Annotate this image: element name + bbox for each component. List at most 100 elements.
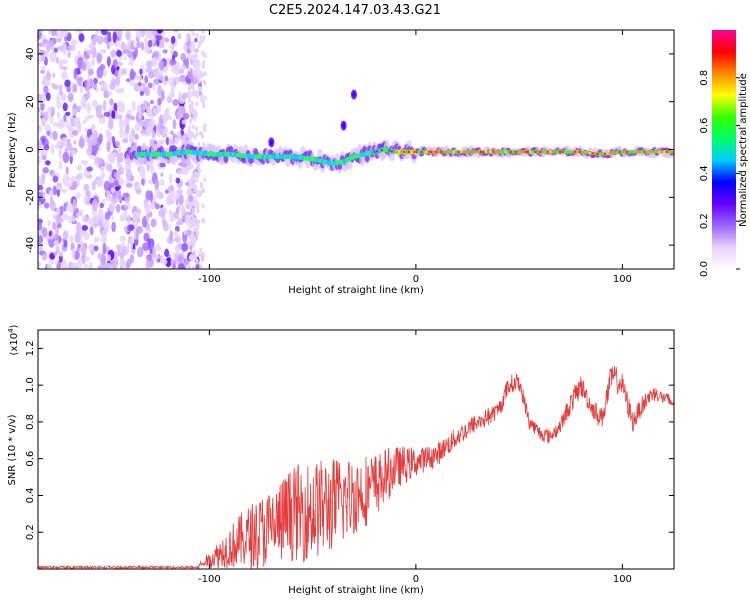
noise-blob: [152, 245, 157, 258]
noise-blob: [164, 189, 169, 194]
noise-blob: [72, 180, 79, 188]
snr-y-ticks: 0.2 0.4 0.6 0.8 1.0 1.2: [25, 340, 674, 540]
noise-blob: [157, 139, 165, 145]
noise-blob: [193, 63, 197, 69]
noise-blob: [200, 183, 204, 189]
noise-blob: [60, 93, 67, 101]
noise-blob: [146, 106, 151, 118]
noise-blob: [148, 202, 156, 210]
noise-blob: [170, 64, 178, 74]
noise-blob: [115, 75, 121, 87]
noise-blob: [195, 131, 199, 137]
noise-blob: [110, 64, 116, 75]
noise-blob: [95, 106, 100, 118]
noise-blob: [175, 177, 181, 184]
noise-blob: [201, 203, 205, 209]
noise-blob: [122, 192, 130, 198]
noise-blob: [162, 220, 168, 232]
noise-blob: [165, 136, 170, 146]
noise-blob: [46, 106, 53, 114]
noise-blob: [154, 179, 160, 190]
noise-blob: [186, 91, 193, 99]
noise-blob: [165, 257, 172, 268]
noise-blob: [130, 248, 136, 254]
noise-blob: [39, 111, 46, 117]
noise-blob: [164, 37, 170, 43]
noise-blob: [92, 82, 97, 91]
noise-blob: [127, 224, 135, 232]
noise-blob: [91, 180, 96, 191]
noise-blob: [158, 129, 164, 135]
noise-blob: [86, 146, 93, 156]
noise-blob: [46, 130, 51, 136]
noise-blob: [96, 52, 103, 63]
noise-blob: [38, 191, 43, 198]
noise-blob: [71, 248, 76, 260]
noise-blob: [140, 41, 145, 51]
snr-y-tick-label: 0.8: [25, 414, 36, 430]
noise-blob: [197, 75, 201, 81]
noise-blob: [145, 259, 150, 269]
snr-y-tick-label: 0.6: [25, 451, 36, 467]
noise-blob: [184, 181, 190, 186]
noise-blob: [55, 246, 60, 254]
noise-blob: [194, 177, 199, 183]
noise-blob: [183, 230, 188, 236]
noise-blob: [115, 88, 122, 94]
noise-blob: [195, 263, 200, 269]
noise-blob: [88, 244, 94, 250]
noise-blob: [201, 30, 205, 35]
noise-blob: [93, 237, 97, 244]
noise-blob: [99, 202, 105, 209]
noise-blob: [181, 135, 186, 144]
noise-blob: [194, 48, 200, 53]
noise-blob: [199, 264, 203, 269]
noise-blob: [102, 69, 107, 77]
snr-x-tick-label: 100: [613, 574, 632, 585]
noise-blob: [177, 33, 182, 40]
noise-blob: [133, 75, 140, 80]
snr-x-ticks: -100 0 100: [198, 330, 632, 585]
noise-blob: [152, 83, 156, 91]
noise-blob: [106, 131, 112, 141]
spectrogram-y-ticks: -40 -20 0 20 40: [25, 48, 674, 253]
spectrogram-y-tick-label: -40: [25, 237, 36, 253]
noise-blob: [112, 263, 118, 269]
noise-blob: [81, 215, 86, 222]
noise-blob: [190, 231, 194, 237]
noise-blob: [83, 263, 89, 269]
noise-blob: [123, 117, 130, 126]
noise-blob: [180, 206, 186, 217]
noise-blob: [103, 111, 111, 117]
noise-blob: [41, 118, 46, 123]
noise-blob: [126, 243, 130, 255]
noise-blob: [82, 119, 87, 125]
noise-blob: [61, 30, 69, 38]
spectral-feature-core: [352, 92, 356, 98]
noise-blob: [107, 153, 114, 163]
noise-blob: [49, 169, 54, 175]
noise-blob: [77, 76, 83, 87]
noise-blob: [187, 86, 191, 92]
noise-blob: [40, 69, 46, 74]
noise-blob: [131, 100, 136, 112]
noise-blob: [41, 136, 45, 146]
noise-blob: [139, 68, 143, 75]
snr-series-line: [38, 366, 674, 569]
noise-blob: [201, 100, 205, 106]
noise-blob: [61, 188, 67, 194]
noise-blob: [122, 137, 129, 144]
noise-blob: [63, 114, 67, 123]
noise-blob: [148, 118, 156, 129]
snr-multiplier-suffix: ): [9, 324, 20, 328]
noise-blob: [197, 219, 201, 225]
noise-blob: [55, 37, 62, 43]
noise-blob: [125, 30, 131, 41]
noise-blob: [76, 105, 82, 111]
noise-blob: [77, 258, 83, 269]
noise-blob: [38, 42, 44, 47]
noise-blob: [93, 245, 99, 252]
spectrogram-y-axis-label: Frequency (Hz): [7, 112, 18, 188]
noise-blob: [38, 53, 42, 65]
noise-blob: [134, 133, 139, 140]
